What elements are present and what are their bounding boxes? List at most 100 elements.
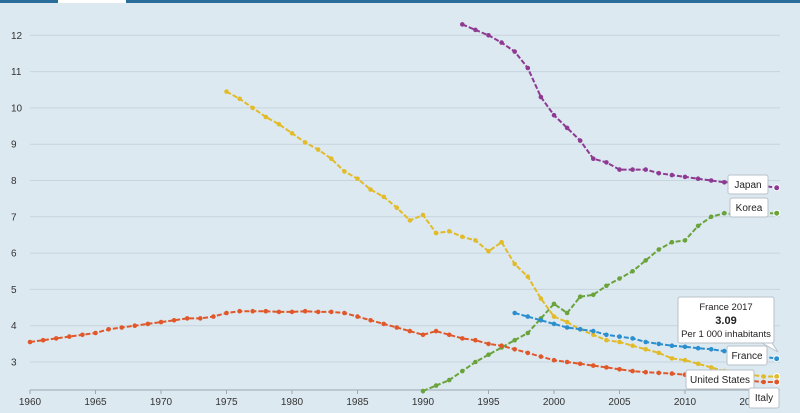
data-point-korea[interactable] — [669, 239, 675, 245]
data-point-united-states[interactable] — [355, 314, 360, 319]
data-point-united-states[interactable] — [773, 378, 781, 386]
data-point-united-states[interactable] — [289, 309, 295, 315]
data-point-italy[interactable] — [289, 131, 295, 136]
series-france[interactable] — [512, 310, 781, 363]
data-point-korea[interactable] — [643, 258, 648, 263]
data-point-italy[interactable] — [263, 114, 269, 120]
data-point-united-states[interactable] — [538, 354, 544, 359]
data-point-italy[interactable] — [538, 296, 544, 301]
data-point-korea[interactable] — [722, 210, 727, 216]
data-point-korea[interactable] — [460, 368, 465, 374]
data-point-united-states[interactable] — [656, 370, 662, 376]
data-point-france[interactable] — [630, 336, 635, 341]
series-label-japan[interactable]: Japan — [727, 174, 769, 195]
data-point-italy[interactable] — [591, 332, 596, 338]
data-point-france[interactable] — [669, 343, 675, 349]
data-point-united-states[interactable] — [368, 318, 373, 323]
data-point-korea[interactable] — [577, 294, 583, 300]
data-point-united-states[interactable] — [119, 325, 124, 330]
data-point-japan[interactable] — [473, 27, 478, 33]
data-point-italy[interactable] — [564, 319, 570, 325]
data-point-united-states[interactable] — [237, 308, 242, 314]
data-point-korea[interactable] — [433, 383, 439, 388]
data-point-japan[interactable] — [564, 125, 570, 131]
data-point-united-states[interactable] — [106, 327, 111, 332]
data-point-italy[interactable] — [276, 121, 282, 127]
data-point-japan[interactable] — [773, 184, 781, 192]
data-point-japan[interactable] — [551, 112, 557, 118]
data-point-korea[interactable] — [604, 283, 609, 289]
data-point-france[interactable] — [682, 344, 688, 350]
data-point-united-states[interactable] — [460, 336, 465, 341]
data-point-france[interactable] — [564, 325, 570, 330]
series-label-france[interactable]: France — [726, 345, 768, 366]
data-point-united-states[interactable] — [499, 343, 504, 349]
data-point-united-states[interactable] — [158, 319, 164, 325]
data-point-korea[interactable] — [446, 377, 452, 383]
data-point-italy[interactable] — [643, 347, 648, 352]
data-point-italy[interactable] — [682, 357, 688, 363]
data-point-korea[interactable] — [525, 330, 531, 336]
data-point-korea[interactable] — [773, 209, 781, 217]
data-point-france[interactable] — [591, 328, 596, 334]
data-point-united-states[interactable] — [224, 310, 229, 316]
data-point-united-states[interactable] — [433, 328, 439, 334]
data-point-italy[interactable] — [499, 239, 504, 245]
data-point-united-states[interactable] — [473, 337, 478, 343]
data-point-korea[interactable] — [630, 269, 635, 274]
data-point-united-states[interactable] — [394, 325, 400, 330]
data-point-italy[interactable] — [433, 230, 439, 236]
data-point-united-states[interactable] — [315, 309, 321, 315]
data-point-italy[interactable] — [695, 361, 701, 367]
data-point-france[interactable] — [512, 310, 517, 316]
data-point-japan[interactable] — [538, 94, 544, 100]
data-point-france[interactable] — [773, 355, 781, 363]
data-point-united-states[interactable] — [342, 310, 347, 316]
data-point-united-states[interactable] — [93, 330, 98, 336]
data-point-united-states[interactable] — [263, 308, 269, 314]
data-point-korea[interactable] — [420, 388, 426, 394]
data-point-france[interactable] — [708, 347, 714, 352]
data-point-italy[interactable] — [381, 194, 387, 200]
data-point-united-states[interactable] — [564, 359, 570, 365]
data-point-united-states[interactable] — [80, 332, 85, 338]
data-point-united-states[interactable] — [617, 367, 622, 372]
data-point-united-states[interactable] — [302, 308, 308, 314]
data-point-united-states[interactable] — [407, 328, 413, 334]
data-point-italy[interactable] — [315, 147, 321, 152]
data-point-italy[interactable] — [302, 140, 308, 145]
data-point-japan[interactable] — [669, 172, 675, 178]
data-point-united-states[interactable] — [630, 368, 635, 374]
series-label-united-states[interactable]: United States — [685, 369, 755, 390]
data-point-france[interactable] — [643, 339, 648, 345]
data-point-italy[interactable] — [486, 249, 491, 254]
data-point-italy[interactable] — [761, 374, 766, 379]
data-point-italy[interactable] — [237, 96, 242, 102]
data-point-united-states[interactable] — [329, 309, 334, 315]
data-point-japan[interactable] — [656, 170, 662, 176]
data-point-italy[interactable] — [420, 212, 426, 218]
data-point-italy[interactable] — [525, 274, 531, 280]
data-point-france[interactable] — [525, 314, 531, 319]
data-point-korea[interactable] — [656, 247, 662, 252]
data-point-united-states[interactable] — [27, 339, 33, 345]
data-point-korea[interactable] — [473, 359, 478, 365]
data-point-united-states[interactable] — [486, 341, 491, 347]
data-point-france[interactable] — [722, 348, 727, 354]
data-point-korea[interactable] — [512, 337, 517, 343]
data-point-united-states[interactable] — [669, 371, 675, 376]
data-point-japan[interactable] — [460, 22, 465, 27]
data-point-united-states[interactable] — [761, 379, 766, 385]
data-point-united-states[interactable] — [512, 347, 517, 352]
data-point-united-states[interactable] — [276, 309, 282, 315]
data-point-korea[interactable] — [591, 292, 596, 298]
data-point-italy[interactable] — [368, 187, 373, 192]
data-point-italy[interactable] — [512, 261, 517, 267]
data-point-korea[interactable] — [551, 301, 557, 307]
data-point-united-states[interactable] — [184, 316, 190, 321]
data-point-france[interactable] — [604, 332, 609, 338]
data-point-italy[interactable] — [708, 365, 714, 370]
data-point-italy[interactable] — [355, 176, 360, 181]
data-point-united-states[interactable] — [381, 321, 387, 327]
data-point-korea[interactable] — [682, 238, 688, 243]
